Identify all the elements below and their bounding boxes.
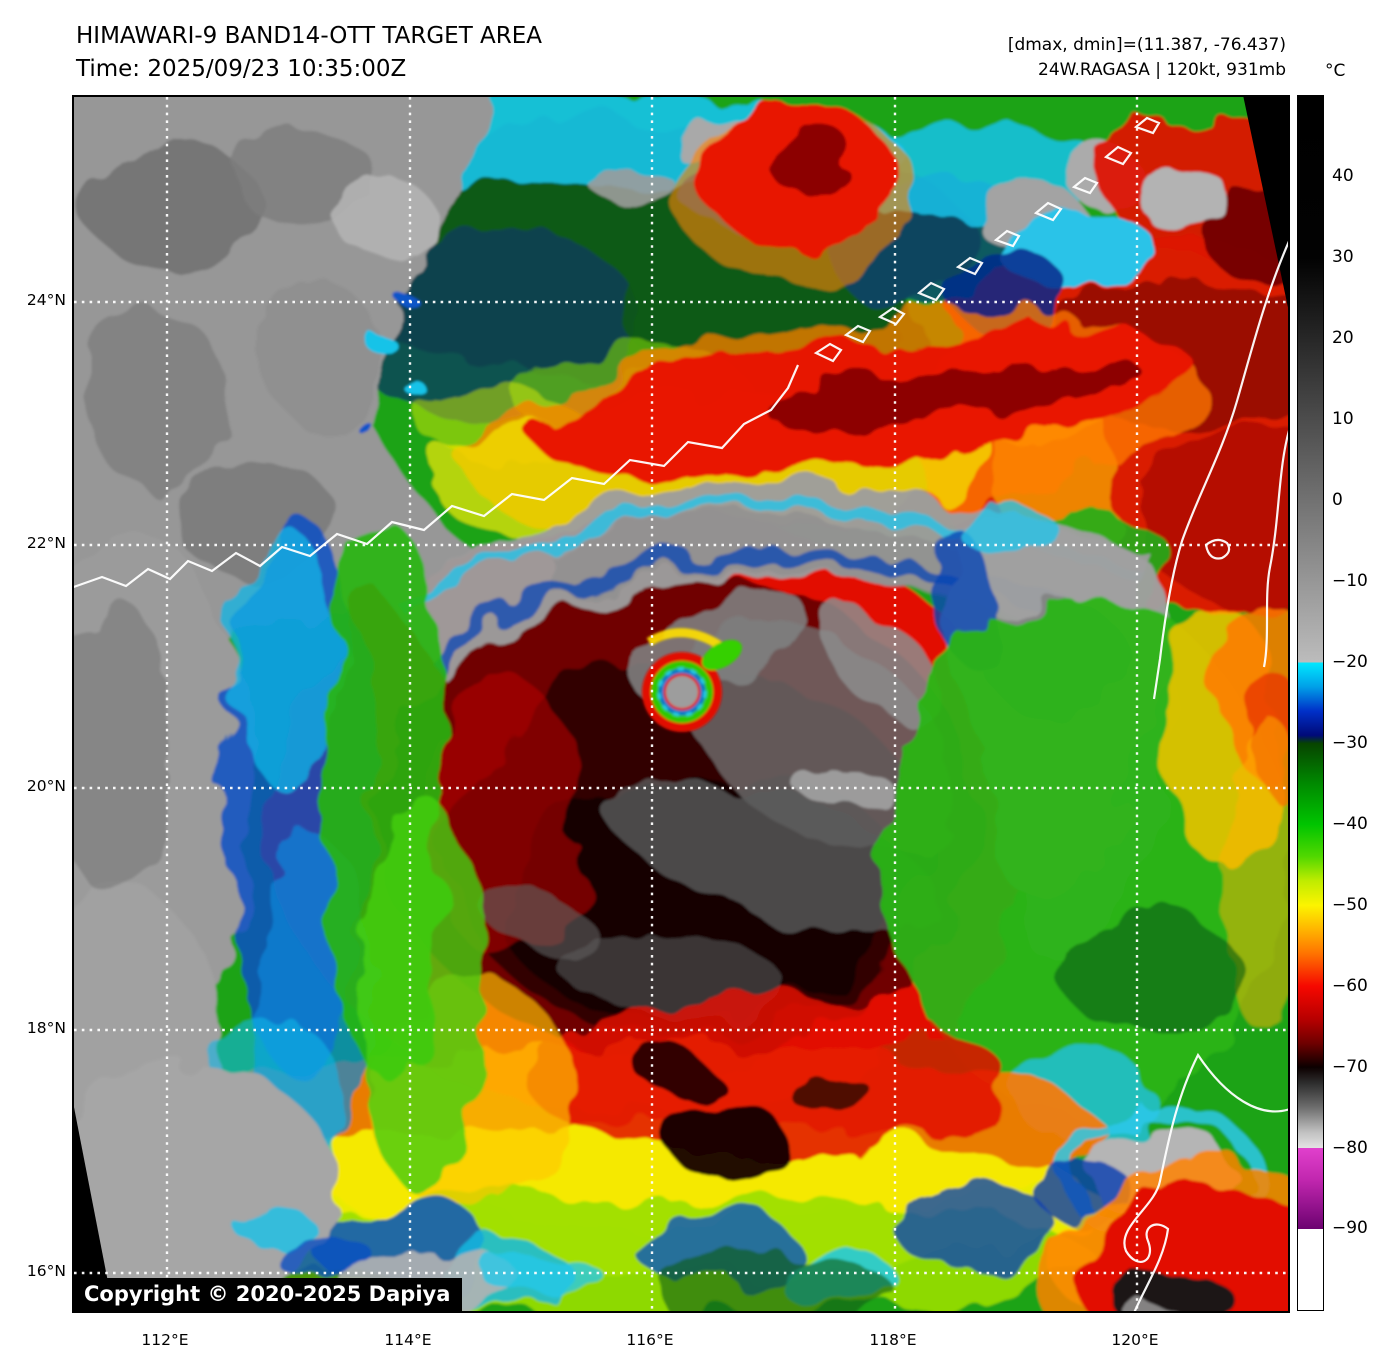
lat-tick-18n: 18°N xyxy=(26,1019,66,1037)
coastline-taiwan xyxy=(1152,240,1288,700)
colorbar-tick-10: 10 xyxy=(1332,409,1354,429)
colorbar-tick-m20: −20 xyxy=(1332,652,1368,672)
colorbar-gradient xyxy=(1297,95,1324,1311)
colorbar-unit-label: °C xyxy=(1325,61,1346,81)
lat-tick-24n: 24°N xyxy=(26,291,66,309)
colorbar-tick-m90: −90 xyxy=(1332,1218,1368,1238)
colorbar-tick-m40: −40 xyxy=(1332,814,1368,834)
colorbar-tick-m70: −70 xyxy=(1332,1057,1368,1077)
colorbar-tick-m80: −80 xyxy=(1332,1138,1368,1158)
lon-tick-120e: 120°E xyxy=(1111,1331,1159,1349)
colorbar-tick-20: 20 xyxy=(1332,328,1354,348)
colorbar-tick-m60: −60 xyxy=(1332,976,1368,996)
dmax-dmin-annotation: [dmax, dmin]=(11.387, -76.437) xyxy=(1007,35,1286,55)
page-title: HIMAWARI-9 BAND14-OTT TARGET AREA xyxy=(76,23,543,49)
lon-tick-116e: 116°E xyxy=(626,1331,674,1349)
scan-edge-mask xyxy=(74,97,1288,1311)
lat-tick-16n: 16°N xyxy=(26,1262,66,1280)
lat-tick-22n: 22°N xyxy=(26,534,66,552)
colorbar-tick-0: 0 xyxy=(1332,490,1343,510)
coastline-taiwan-islet xyxy=(1204,538,1231,560)
colorbar-tick-m10: −10 xyxy=(1332,571,1368,591)
satellite-image xyxy=(74,97,1288,1311)
storm-info-annotation: 24W.RAGASA | 120kt, 931mb xyxy=(1038,60,1286,80)
coastline-islands xyxy=(813,116,1161,363)
lon-tick-114e: 114°E xyxy=(384,1331,432,1349)
coastline-taiwan-east xyxy=(1262,430,1288,668)
coastline-luzon xyxy=(1123,1052,1288,1311)
colorbar-tick-40: 40 xyxy=(1332,166,1354,186)
lon-tick-118e: 118°E xyxy=(869,1331,917,1349)
colorbar-tick-m50: −50 xyxy=(1332,895,1368,915)
cloud-field xyxy=(74,97,1288,1311)
timestamp: Time: 2025/09/23 10:35:00Z xyxy=(76,56,407,82)
colorbar-tick-30: 30 xyxy=(1332,247,1354,267)
copyright-watermark: Copyright © 2020-2025 Dapiya xyxy=(74,1278,463,1311)
lat-tick-20n: 20°N xyxy=(26,777,66,795)
colorbar-tick-m30: −30 xyxy=(1332,733,1368,753)
coastline-china xyxy=(74,364,800,589)
lon-tick-112e: 112°E xyxy=(141,1331,189,1349)
storm-eye xyxy=(642,628,742,732)
map-plot-area: Copyright © 2020-2025 Dapiya xyxy=(72,95,1290,1313)
coastlines xyxy=(74,116,1288,1311)
